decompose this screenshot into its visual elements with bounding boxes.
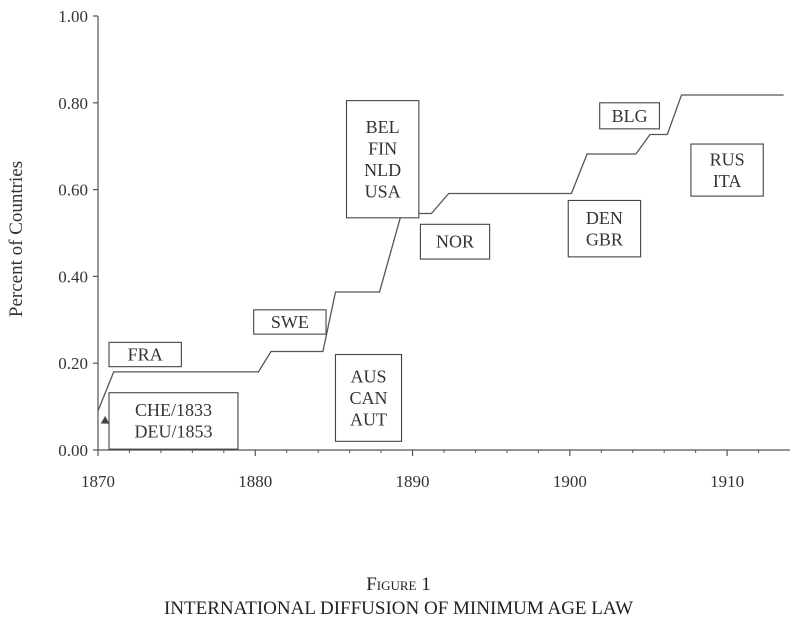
annotation-label: AUS [351, 366, 387, 386]
annotation-label: USA [365, 181, 401, 201]
annotation-nor: NOR [419, 223, 491, 260]
annotation-label: BEL [366, 117, 400, 137]
annotation-box [345, 100, 420, 219]
y-tick-label: 0.80 [58, 94, 88, 113]
annotation-box [253, 309, 327, 335]
annotation-box [108, 392, 239, 450]
annotation-box [108, 341, 182, 368]
y-tick-label: 1.00 [58, 7, 88, 26]
annotation-label: GBR [586, 229, 623, 249]
x-tick-label: 1890 [396, 472, 430, 491]
annotation-label: AUT [350, 409, 387, 429]
annotation-label: NOR [436, 232, 474, 252]
x-tick-label: 1910 [710, 472, 744, 491]
annotation-label: FIN [368, 138, 397, 158]
series-line-layer [97, 94, 784, 412]
diffusion-chart: 0.00 0.20 0.40 0.60 0.80 1.00 1870 1880 1890 1900… [6, 7, 790, 491]
annotation-label: SWE [271, 312, 309, 332]
series-line [97, 94, 784, 412]
y-tick-label: 0.60 [58, 181, 88, 200]
annotation-box [419, 223, 491, 260]
y-axis-title: Percent of Countries [6, 161, 27, 317]
annotation-label: CAN [350, 388, 388, 408]
annotation-label: CHE/1833 [135, 400, 212, 420]
annotation-label: NLD [364, 160, 401, 180]
y-tick-label: 0.00 [58, 441, 88, 460]
y-tick-label: 0.40 [58, 267, 88, 286]
x-tick-label: 1870 [81, 472, 115, 491]
y-tick-label: 0.20 [58, 354, 88, 373]
annotation-fra: FRA [108, 341, 182, 368]
x-tick-label: 1900 [553, 472, 587, 491]
annotation-swe: SWE [253, 309, 327, 335]
figure-label: Figure 1 [366, 574, 431, 595]
annotation-label: BLG [612, 106, 648, 126]
x-tick-label: 1880 [238, 472, 272, 491]
annotation-blg: BLG [599, 102, 661, 130]
annotation-label: ITA [713, 171, 742, 191]
annotation-label: DEN [586, 208, 623, 228]
annotation-box [334, 353, 403, 442]
annotation-box [690, 143, 764, 197]
annotation-box [567, 199, 642, 258]
figure-title: INTERNATIONAL DIFFUSION OF MINIMUM AGE L… [163, 598, 634, 619]
annotation-label: FRA [128, 345, 163, 365]
annotation-label: RUS [710, 149, 745, 169]
axes: 0.00 0.20 0.40 0.60 0.80 1.00 1870 1880 1890 1900… [58, 7, 790, 491]
annotation-label: DEU/1853 [134, 422, 212, 442]
annotation-box [599, 102, 661, 130]
